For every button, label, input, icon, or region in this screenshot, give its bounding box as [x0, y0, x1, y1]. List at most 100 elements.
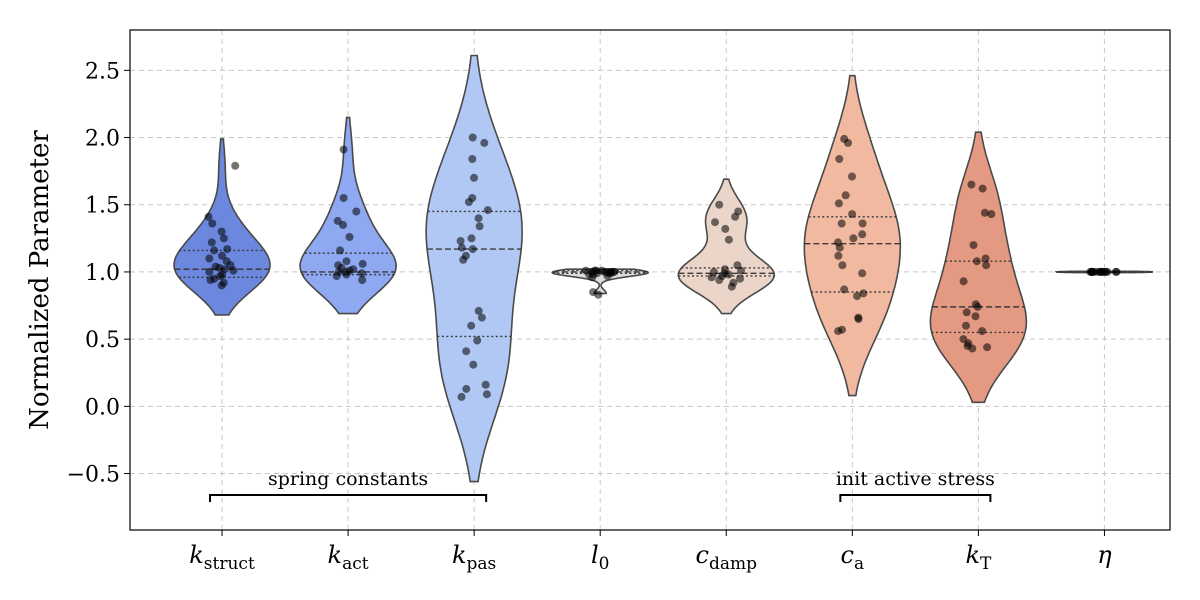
bracket-line — [839, 494, 992, 503]
data-point-k_pas — [468, 155, 477, 163]
data-point-k_struct — [204, 212, 213, 221]
data-point-k_act — [358, 259, 367, 268]
data-point-k_T — [978, 327, 987, 336]
data-point-k_struct — [219, 278, 228, 287]
data-point-k_struct — [217, 227, 226, 236]
x-tick-label-subscript: struct — [204, 554, 255, 574]
x-tick-label-l_0: l0 — [591, 541, 610, 574]
data-point-k_T — [981, 254, 990, 263]
data-point-c_a — [848, 210, 857, 219]
data-point-k_struct — [208, 219, 217, 228]
data-point-c_damp — [711, 218, 719, 227]
data-point-c_a — [858, 230, 867, 239]
data-point-k_act — [345, 233, 354, 241]
data-point-k_T — [969, 241, 978, 250]
data-point-c_damp — [729, 278, 738, 287]
data-point-k_T — [987, 210, 996, 219]
x-tick-label-c_damp: cdamp — [696, 541, 758, 574]
data-point-k_T — [972, 257, 981, 266]
violin-layer — [173, 54, 1154, 483]
data-point-c_a — [858, 219, 867, 228]
y-tick-label: 0.0 — [85, 395, 120, 420]
data-point-k_T — [959, 277, 968, 286]
bracket-line — [209, 494, 488, 503]
x-tick-label-subscript: pas — [467, 554, 497, 574]
data-point-c_a — [834, 199, 843, 208]
data-point-c_a — [853, 292, 862, 301]
data-point-k_act — [334, 261, 343, 270]
bracket-label: spring constants — [268, 468, 428, 490]
data-point-k_T — [971, 300, 980, 309]
x-tick-label-k_struct: kstruct — [189, 541, 255, 574]
data-point-c_a — [840, 285, 849, 294]
plot-frame — [129, 29, 1171, 531]
data-point-k_pas — [474, 306, 483, 315]
data-point-k_pas — [480, 138, 489, 147]
data-point-l_0 — [589, 288, 598, 297]
data-point-c_damp — [721, 265, 729, 274]
data-point-k_act — [336, 246, 345, 255]
violin-body-k_act — [299, 116, 397, 315]
data-point-k_pas — [482, 390, 491, 399]
data-point-eta — [1112, 267, 1121, 276]
data-point-k_act — [342, 257, 351, 266]
data-point-k_struct — [218, 251, 226, 260]
data-point-eta — [1089, 267, 1098, 276]
x-tick-label-subscript: T — [980, 554, 992, 574]
data-point-k_pas — [474, 214, 483, 223]
x-tick-label-base: η — [1097, 541, 1112, 569]
data-point-k_act — [339, 145, 348, 154]
data-point-k_T — [980, 208, 989, 217]
data-point-k_pas — [477, 313, 486, 322]
data-point-k_struct — [207, 238, 216, 247]
data-point-k_struct — [205, 267, 214, 276]
data-point-k_T — [962, 308, 971, 317]
y-tick-label: −0.5 — [67, 463, 120, 488]
data-point-k_act — [358, 276, 367, 284]
data-point-k_T — [978, 184, 987, 193]
x-tick-label-subscript: act — [342, 554, 369, 574]
data-point-k_pas — [457, 392, 466, 401]
data-point-c_a — [858, 269, 867, 278]
x-tick-label-k_T: kT — [965, 541, 992, 574]
data-point-k_struct — [219, 234, 228, 243]
data-point-k_pas — [467, 234, 476, 243]
x-tick-label-subscript: damp — [709, 554, 757, 574]
data-point-eta — [1098, 267, 1107, 276]
violin-body-k_T — [929, 131, 1028, 404]
violin-body-c_damp — [677, 178, 776, 315]
data-point-c_a — [834, 251, 843, 260]
y-axis-ticks: −0.5 0.0 0.5 1.0 1.5 2.0 2.5 — [67, 59, 130, 488]
violin-c_damp — [677, 178, 776, 315]
data-point-c_a — [848, 172, 856, 181]
data-point-k_T — [959, 335, 968, 344]
x-tick-label-base: k — [328, 541, 343, 569]
x-tick-label-base: k — [189, 541, 204, 569]
data-point-c_damp — [709, 267, 718, 276]
data-point-k_pas — [481, 380, 490, 389]
data-point-k_T — [962, 321, 970, 330]
data-point-c_damp — [734, 207, 743, 216]
data-point-c_damp — [721, 224, 730, 233]
data-point-k_pas — [457, 243, 466, 252]
data-point-k_struct — [222, 257, 231, 266]
data-point-k_pas — [461, 251, 470, 260]
data-point-k_T — [982, 261, 991, 270]
violin-k_T — [929, 131, 1028, 404]
x-tick-label-base: k — [965, 541, 980, 569]
data-point-c_damp — [715, 200, 724, 209]
data-point-k_act — [349, 265, 358, 274]
y-tick-label: 1.5 — [85, 194, 120, 219]
data-point-k_T — [967, 180, 976, 189]
data-point-c_a — [840, 134, 849, 143]
data-point-k_act — [352, 207, 361, 216]
data-point-k_struct — [211, 262, 220, 271]
data-point-k_pas — [462, 347, 471, 356]
x-tick-label-base: l — [591, 541, 599, 569]
x-tick-label-k_act: kact — [328, 541, 369, 574]
y-tick-label: 1.0 — [85, 261, 120, 286]
bracket-label: init active stress — [836, 468, 995, 490]
data-point-k_pas — [483, 206, 492, 215]
x-tick-label-eta: η — [1097, 541, 1112, 569]
